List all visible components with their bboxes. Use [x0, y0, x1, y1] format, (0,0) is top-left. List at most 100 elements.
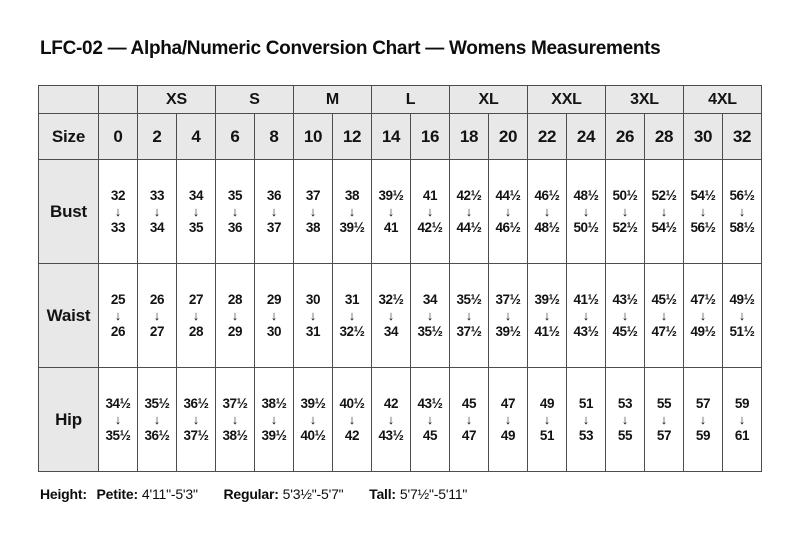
down-arrow-icon: ↓	[543, 308, 551, 323]
alpha-group-xs: XS	[137, 85, 216, 114]
range-to: 27	[149, 324, 165, 339]
range-from: 46½	[534, 188, 560, 203]
down-arrow-icon: ↓	[114, 204, 122, 219]
range-to: 43½	[378, 428, 404, 443]
range-from: 32½	[378, 292, 404, 307]
range-to: 45½	[612, 324, 638, 339]
waist-range-cell: 29 ↓ 30	[254, 263, 294, 368]
down-arrow-icon: ↓	[153, 412, 161, 427]
range-to: 47	[461, 428, 477, 443]
down-arrow-icon: ↓	[309, 412, 317, 427]
range-from: 35½	[144, 396, 170, 411]
down-arrow-icon: ↓	[153, 308, 161, 323]
down-arrow-icon: ↓	[660, 412, 668, 427]
bust-range-cell: 32 ↓ 33	[98, 159, 138, 264]
bust-range-cell: 44½ ↓ 46½	[488, 159, 528, 264]
range-from: 59	[734, 396, 750, 411]
bust-range-cell: 41 ↓ 42½	[410, 159, 450, 264]
size-cell-24: 24	[566, 113, 606, 160]
hip-range-cell: 43½ ↓ 45	[410, 367, 450, 472]
down-arrow-icon: ↓	[699, 308, 707, 323]
range-from: 38½	[261, 396, 287, 411]
range-from: 33	[149, 188, 165, 203]
range-to: 30	[266, 324, 282, 339]
down-arrow-icon: ↓	[114, 412, 122, 427]
range-from: 56½	[729, 188, 755, 203]
down-arrow-icon: ↓	[426, 308, 434, 323]
range-from: 37½	[222, 396, 248, 411]
range-from: 44½	[495, 188, 521, 203]
range-from: 47	[500, 396, 516, 411]
down-arrow-icon: ↓	[660, 308, 668, 323]
down-arrow-icon: ↓	[192, 204, 200, 219]
tall-label: Tall:	[369, 486, 396, 502]
hip-range-cell: 37½ ↓ 38½	[215, 367, 255, 472]
range-from: 55	[656, 396, 672, 411]
range-from: 49½	[729, 292, 755, 307]
alpha-group-xl: XL	[449, 85, 528, 114]
range-from: 37	[305, 188, 321, 203]
regular-value: 5'3½"-5'7"	[282, 486, 344, 502]
range-to: 48½	[534, 220, 560, 235]
range-to: 36	[227, 220, 243, 235]
bust-range-cell: 46½ ↓ 48½	[527, 159, 567, 264]
range-from: 52½	[651, 188, 677, 203]
regular-label: Regular:	[223, 486, 279, 502]
range-from: 47½	[690, 292, 716, 307]
bust-row-label: Bust	[38, 159, 99, 264]
down-arrow-icon: ↓	[231, 412, 239, 427]
hip-range-cell: 36½ ↓ 37½	[176, 367, 216, 472]
range-to: 35	[188, 220, 204, 235]
range-to: 35½	[417, 324, 443, 339]
range-to: 32½	[339, 324, 365, 339]
down-arrow-icon: ↓	[192, 412, 200, 427]
hip-range-cell: 53 ↓ 55	[605, 367, 645, 472]
range-to: 42	[344, 428, 360, 443]
bust-range-cell: 48½ ↓ 50½	[566, 159, 606, 264]
range-to: 37	[266, 220, 282, 235]
hip-range-cell: 49 ↓ 51	[527, 367, 567, 472]
range-from: 36½	[183, 396, 209, 411]
down-arrow-icon: ↓	[231, 308, 239, 323]
waist-row-label: Waist	[38, 263, 99, 368]
size-cell-14: 14	[371, 113, 411, 160]
corner-cell	[38, 85, 99, 114]
range-to: 58½	[729, 220, 755, 235]
waist-range-cell: 35½ ↓ 37½	[449, 263, 489, 368]
waist-range-cell: 30 ↓ 31	[293, 263, 333, 368]
range-to: 41	[383, 220, 399, 235]
size-cell-2: 2	[137, 113, 177, 160]
down-arrow-icon: ↓	[504, 412, 512, 427]
range-to: 47½	[651, 324, 677, 339]
down-arrow-icon: ↓	[582, 204, 590, 219]
range-from: 49	[539, 396, 555, 411]
waist-range-cell: 45½ ↓ 47½	[644, 263, 684, 368]
range-from: 40½	[339, 396, 365, 411]
size-cell-20: 20	[488, 113, 528, 160]
bust-range-cell: 52½ ↓ 54½	[644, 159, 684, 264]
conversion-table: XS S M L XL XXL 3XL 4XL Size 0 2 4 6 8 10 12 14 16 18 20 22 2…	[38, 85, 762, 472]
range-to: 57	[656, 428, 672, 443]
range-from: 35	[227, 188, 243, 203]
waist-range-cell: 49½ ↓ 51½	[722, 263, 762, 368]
waist-range-cell: 28 ↓ 29	[215, 263, 255, 368]
down-arrow-icon: ↓	[270, 204, 278, 219]
range-from: 28	[227, 292, 243, 307]
down-arrow-icon: ↓	[699, 204, 707, 219]
range-from: 42½	[456, 188, 482, 203]
bust-range-cell: 37 ↓ 38	[293, 159, 333, 264]
waist-range-cell: 41½ ↓ 43½	[566, 263, 606, 368]
down-arrow-icon: ↓	[543, 204, 551, 219]
conversion-table-body: XS S M L XL XXL 3XL 4XL Size 0 2 4 6 8 10 12 14 16 18 20 22 2…	[38, 85, 762, 472]
range-to: 59	[695, 428, 711, 443]
range-to: 28	[188, 324, 204, 339]
range-to: 39½	[495, 324, 521, 339]
hip-range-cell: 39½ ↓ 40½	[293, 367, 333, 472]
range-to: 46½	[495, 220, 521, 235]
page-title: LFC-02 — Alpha/Numeric Conversion Chart …	[40, 38, 661, 59]
bust-range-cell: 39½ ↓ 41	[371, 159, 411, 264]
range-from: 26	[149, 292, 165, 307]
alpha-group-l: L	[371, 85, 450, 114]
range-from: 57	[695, 396, 711, 411]
